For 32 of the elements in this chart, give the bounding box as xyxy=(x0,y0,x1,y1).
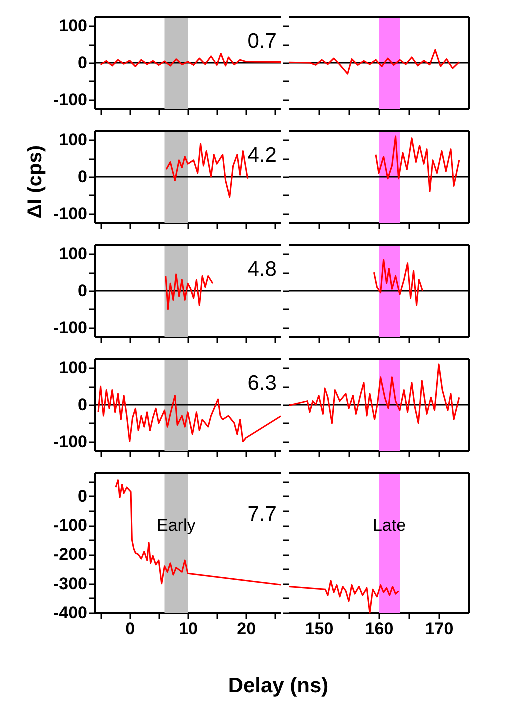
y-tick-label: 100 xyxy=(59,358,88,378)
x-tick-label: 10 xyxy=(179,620,198,638)
x-tick-label: 20 xyxy=(237,620,256,638)
band-label: Late xyxy=(372,516,406,536)
y-tick-label: 0 xyxy=(78,396,88,414)
annotation: 6.3 xyxy=(248,372,277,395)
annotation: 0.7 xyxy=(248,30,277,53)
y-axis-title: ΔI (cps) xyxy=(24,145,46,219)
y-tick-label: -200 xyxy=(53,545,88,564)
y-tick-label: -100 xyxy=(53,90,88,110)
y-tick-label: 100 xyxy=(59,16,88,36)
x-axis-title: Delay (ns) xyxy=(228,674,329,698)
y-tick-label: -400 xyxy=(53,604,88,622)
y-tick-label: 0 xyxy=(78,486,88,506)
y-tick-label: -100 xyxy=(53,318,88,338)
annotation: 4.2 xyxy=(248,144,277,167)
annotation: 4.8 xyxy=(248,258,277,281)
y-tick-label: 0 xyxy=(78,168,88,186)
y-tick-label: 100 xyxy=(59,244,88,264)
x-tick-label: 170 xyxy=(425,620,454,638)
band-label: Early xyxy=(157,516,196,536)
annotation: 7.7 xyxy=(248,503,277,526)
y-tick-label: 0 xyxy=(78,282,88,300)
y-tick-label: -100 xyxy=(53,516,88,535)
y-tick-label: -300 xyxy=(53,574,88,594)
x-tick-label: 160 xyxy=(365,620,394,638)
y-tick-label: 100 xyxy=(59,130,88,150)
y-tick-label: -100 xyxy=(53,432,88,452)
y-tick-label: 0 xyxy=(78,54,88,72)
y-tick-label: -100 xyxy=(53,204,88,224)
x-tick-label: 150 xyxy=(305,620,334,638)
x-tick-label: 0 xyxy=(126,620,136,638)
